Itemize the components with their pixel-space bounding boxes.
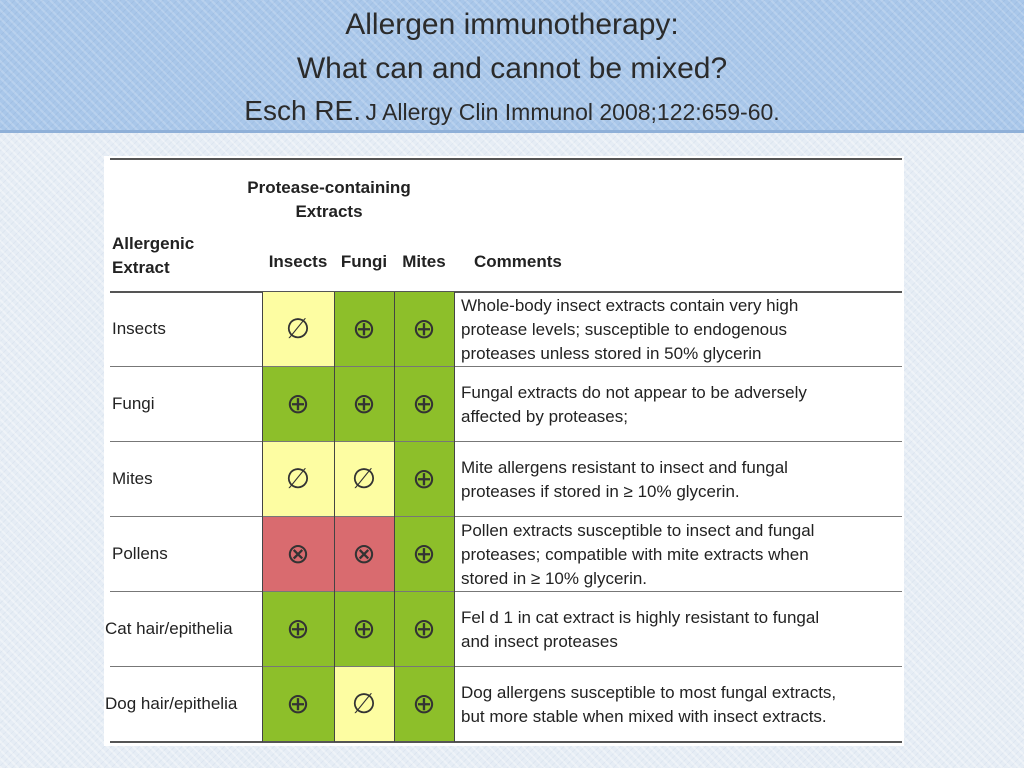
row-comment-cat-hair-epithelia: Fel d 1 in cat extract is highly resista… <box>461 606 819 654</box>
row-header-line2: Extract <box>112 258 170 277</box>
row-comment-insects: Whole-body insect extracts contain very … <box>461 294 798 366</box>
comment-line: Whole-body insect extracts contain very … <box>461 295 799 315</box>
compatible-symbol-icon: ⊕ <box>286 388 310 419</box>
column-header-mites: Mites <box>402 252 446 271</box>
comment-line: proteases unless stored in 50% glycerin <box>461 343 762 363</box>
row-comment-dog-hair-epithelia: Dog allergens susceptible to most fungal… <box>461 681 836 729</box>
row-comment-mites: Mite allergens resistant to insect and f… <box>461 456 788 504</box>
column-header-fungi: Fungi <box>340 252 388 271</box>
group-header-line1: Protease-containing <box>247 178 411 197</box>
slide-title-line1: Allergen immunotherapy: <box>345 8 679 41</box>
row-comment-pollens: Pollen extracts susceptible to insect an… <box>461 519 814 591</box>
cell-insects-insects-reduced: ∅ <box>262 292 334 366</box>
title-banner: Allergen immunotherapy: What can and can… <box>0 0 1024 133</box>
comment-line: protease levels; susceptible to endogeno… <box>461 319 788 339</box>
cell-dog-hair-epithelia-mites-compatible: ⊕ <box>394 667 454 741</box>
cell-cat-hair-epithelia-fungi-compatible: ⊕ <box>334 592 394 666</box>
row-divider <box>110 516 902 517</box>
column-header-comments: Comments <box>474 252 562 271</box>
comment-line: Pollen extracts susceptible to insect an… <box>461 520 815 540</box>
row-header-line1: Allergenic <box>112 234 195 253</box>
row-label-mites: Mites <box>112 468 153 488</box>
row-label-dog-hair-epithelia: Dog hair/epithelia <box>105 693 238 713</box>
compatible-symbol-icon: ⊕ <box>412 388 436 419</box>
cell-mites-mites-compatible: ⊕ <box>394 442 454 516</box>
cell-mites-insects-reduced: ∅ <box>262 442 334 516</box>
compatible-symbol-icon: ⊕ <box>412 313 436 344</box>
compatible-symbol-icon: ⊕ <box>412 463 436 494</box>
incompatible-symbol-icon: ⊗ <box>352 538 376 569</box>
reduced-symbol-icon: ∅ <box>351 463 377 494</box>
cell-pollens-fungi-incompatible: ⊗ <box>334 517 394 591</box>
cell-mites-fungi-reduced: ∅ <box>334 442 394 516</box>
row-label-insects: Insects <box>112 318 166 338</box>
row-comment-fungi: Fungal extracts do not appear to be adve… <box>461 381 807 429</box>
row-label-pollens: Pollens <box>112 543 168 563</box>
incompatible-symbol-icon: ⊗ <box>286 538 310 569</box>
row-label-cat-hair-epithelia: Cat hair/epithelia <box>105 618 233 638</box>
cell-insects-fungi-compatible: ⊕ <box>334 292 394 366</box>
comment-line: Fungal extracts do not appear to be adve… <box>461 382 807 402</box>
cell-pollens-mites-compatible: ⊕ <box>394 517 454 591</box>
comment-line: but more stable when mixed with insect e… <box>461 706 827 726</box>
cell-fungi-insects-compatible: ⊕ <box>262 367 334 441</box>
citation: Esch RE. J Allergy Clin Immunol 2008;122… <box>0 95 1024 127</box>
column-divider <box>262 292 263 742</box>
comment-line: Fel d 1 in cat extract is highly resista… <box>461 607 820 627</box>
compatible-symbol-icon: ⊕ <box>412 538 436 569</box>
row-divider <box>110 441 902 442</box>
row-header: Allergenic Extract <box>112 232 194 280</box>
cell-insects-mites-compatible: ⊕ <box>394 292 454 366</box>
compatible-symbol-icon: ⊕ <box>412 688 436 719</box>
compatible-symbol-icon: ⊕ <box>352 313 376 344</box>
cell-dog-hair-epithelia-fungi-reduced: ∅ <box>334 667 394 741</box>
cell-cat-hair-epithelia-insects-compatible: ⊕ <box>262 592 334 666</box>
column-divider <box>394 292 395 742</box>
mixing-compatibility-table: Protease-containing Extracts Allergenic … <box>104 156 904 746</box>
slide-title-line2: What can and cannot be mixed? <box>296 52 728 85</box>
comment-line: stored in ≥ 10% glycerin. <box>461 568 648 588</box>
group-header: Protease-containing Extracts <box>232 176 426 224</box>
reduced-symbol-icon: ∅ <box>285 463 311 494</box>
cell-fungi-fungi-compatible: ⊕ <box>334 367 394 441</box>
row-divider <box>110 666 902 667</box>
comment-line: Mite allergens resistant to insect and f… <box>461 457 788 477</box>
comment-line: Dog allergens susceptible to most fungal… <box>461 682 837 702</box>
comment-line: proteases if stored in ≥ 10% glycerin. <box>461 481 740 501</box>
compatible-symbol-icon: ⊕ <box>352 613 376 644</box>
row-divider <box>110 591 902 592</box>
group-header-line2: Extracts <box>295 202 363 221</box>
reduced-symbol-icon: ∅ <box>351 688 377 719</box>
compatible-symbol-icon: ⊕ <box>286 613 310 644</box>
compatible-symbol-icon: ⊕ <box>412 613 436 644</box>
comment-line: proteases; compatible with mite extracts… <box>461 544 809 564</box>
table-top-rule <box>110 158 902 160</box>
cell-pollens-insects-incompatible: ⊗ <box>262 517 334 591</box>
cell-dog-hair-epithelia-insects-compatible: ⊕ <box>262 667 334 741</box>
comment-line: and insect proteases <box>461 631 618 651</box>
citation-journal: J Allergy Clin Immunol 2008;122:659-60. <box>365 99 780 125</box>
reduced-symbol-icon: ∅ <box>285 313 311 344</box>
cell-fungi-mites-compatible: ⊕ <box>394 367 454 441</box>
column-divider <box>454 292 455 742</box>
compatible-symbol-icon: ⊕ <box>286 688 310 719</box>
cell-cat-hair-epithelia-mites-compatible: ⊕ <box>394 592 454 666</box>
compatible-symbol-icon: ⊕ <box>352 388 376 419</box>
header-bottom-rule <box>110 291 902 293</box>
comment-line: affected by proteases; <box>461 406 628 426</box>
table-bottom-rule <box>110 741 902 743</box>
citation-author: Esch RE. <box>244 95 361 126</box>
row-divider <box>110 366 902 367</box>
column-header-insects: Insects <box>268 252 328 271</box>
row-label-fungi: Fungi <box>112 393 155 413</box>
column-divider <box>334 292 335 742</box>
